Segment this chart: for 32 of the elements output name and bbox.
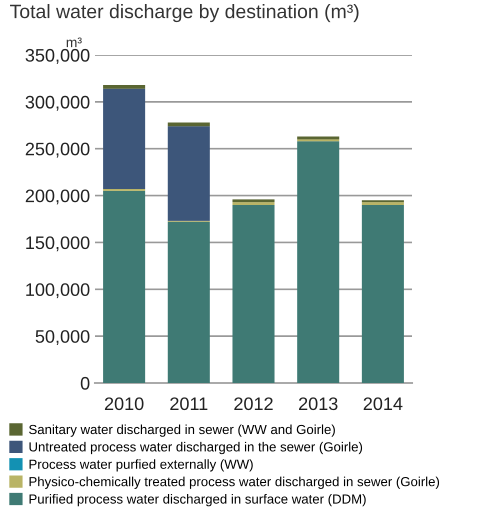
x-tick-label: 2010 [104,397,144,410]
y-tick-label: 200,000 [26,190,90,204]
bar [168,126,210,221]
bar [168,222,210,383]
y-tick-label: 50,000 [36,330,90,345]
y-tick-label: 250,000 [26,142,90,158]
bar [103,190,146,383]
x-tick-label: 2011 [170,397,208,410]
legend-label: Process water purfied externally (WW) [30,459,253,472]
legend-label: Physico-chemically treated process water discharged in sewer (Goirle) [30,476,440,489]
bar [168,122,210,126]
x-tick-label: 2013 [299,397,338,410]
y-tick-label: 100,000 [26,283,90,298]
bar [232,204,275,383]
chart-title: Total water discharge by destination (m³) [10,4,359,22]
y-tick-label: 0 [80,376,90,390]
legend-label: Sanitary water discharged in sewer (WW and Goirle) [29,424,335,437]
legend-label: Purified process water discharged in surface water (DDM) [30,494,366,506]
bar [297,141,340,383]
bar [362,202,404,205]
bar [103,84,146,89]
bar [103,88,146,190]
x-tick-label: 2014 [364,397,402,410]
bar [232,202,275,205]
legend-label: Untreated process water discharged in the sewer (Goirle) [29,442,362,454]
x-tick-label: 2012 [234,397,273,410]
y-tick-label: 350,000 [26,48,90,64]
y-tick-label: 150,000 [26,236,90,252]
y-axis-title: m³ [66,37,82,48]
bar [297,136,340,140]
bar [362,204,404,383]
y-tick-label: 300,000 [26,96,90,111]
